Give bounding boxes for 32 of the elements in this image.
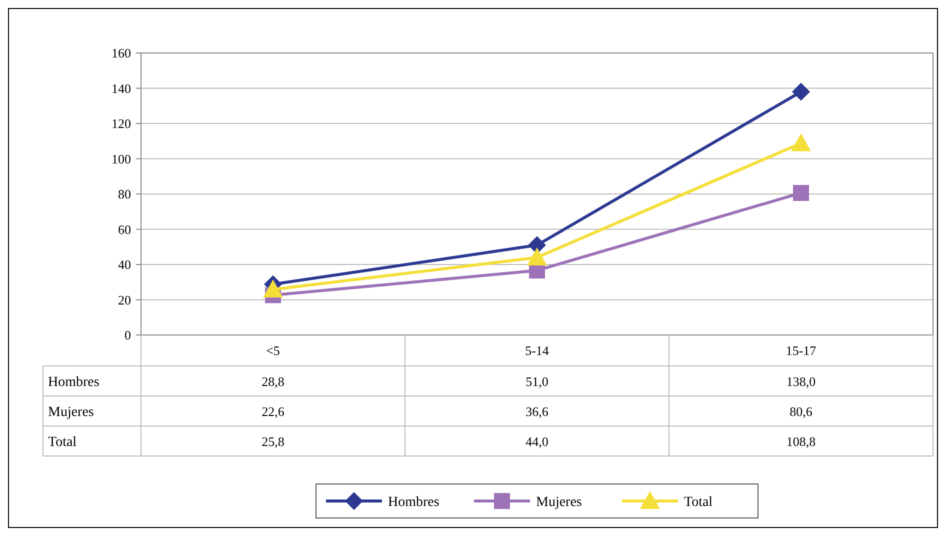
y-tick-label: 20	[118, 292, 131, 308]
data-label: 44,0	[526, 434, 548, 449]
text: Mujeres	[48, 405, 94, 420]
point	[792, 82, 810, 101]
y-tick-label: 80	[118, 186, 131, 202]
y-tick-label: 40	[118, 257, 131, 272]
y-tick-label: 60	[118, 222, 131, 237]
legend-label: Hombres	[388, 494, 440, 510]
y-tick-label: 140	[112, 80, 131, 96]
data-label: 80,6	[790, 404, 813, 419]
x-tick-label: 5-14	[525, 343, 550, 358]
data-label: 25,8	[262, 434, 284, 449]
legend-label: Mujeres	[536, 494, 582, 510]
x-tick-label: 15-17	[786, 343, 817, 358]
x-tick-label: <5	[266, 343, 280, 358]
point	[791, 133, 811, 152]
y-tick-label: 160	[112, 46, 131, 61]
data-label: 36,6	[526, 404, 549, 419]
data-label: 28,8	[262, 374, 284, 389]
y-tick-label: 100	[112, 151, 131, 166]
y-tick-label: 120	[112, 116, 131, 132]
text: Total	[48, 435, 77, 450]
y-tick-label: 0	[124, 328, 131, 343]
text: Hombres	[48, 375, 100, 390]
data-label: 22,6	[262, 404, 285, 419]
point	[263, 280, 283, 298]
point	[793, 184, 809, 201]
point	[527, 247, 547, 266]
data-label: 51,0	[526, 374, 548, 389]
data-label: 108,8	[786, 434, 816, 449]
legend-label: Total	[684, 494, 713, 510]
data-label: 138,0	[786, 374, 816, 389]
